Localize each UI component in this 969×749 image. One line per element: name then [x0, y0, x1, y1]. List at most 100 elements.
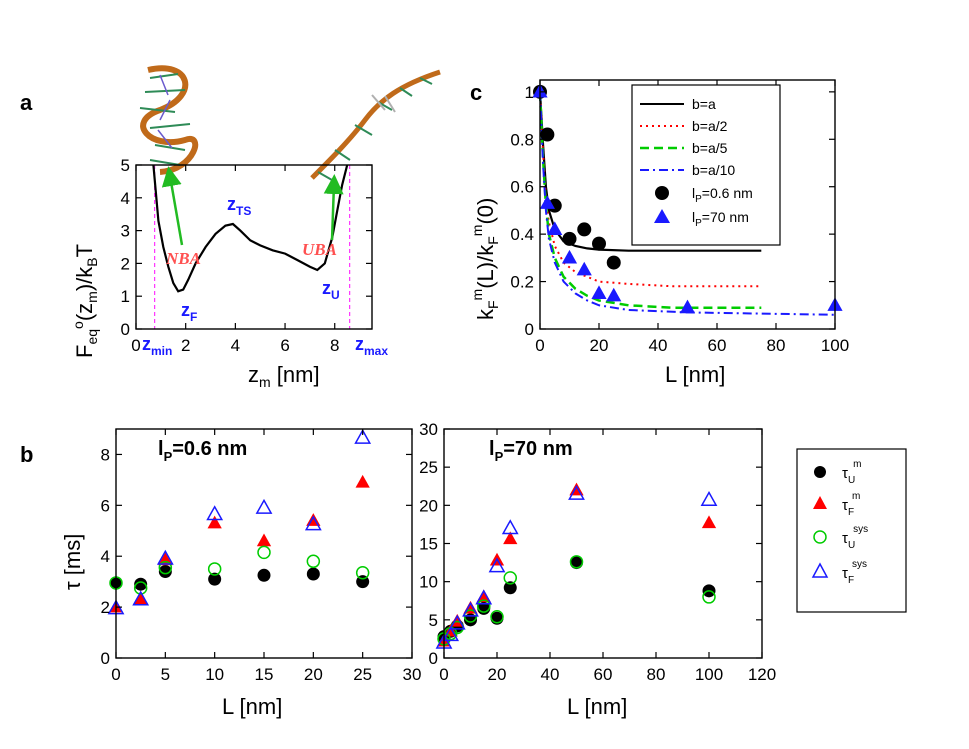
legend-marker-lp06: [655, 186, 669, 200]
b_left-ytick-label: 4: [101, 547, 110, 566]
point-tau-f-sys: [354, 428, 372, 444]
nba-arrow: [161, 166, 184, 246]
b_left-ytick-label: 8: [101, 445, 110, 464]
marker-lp-70: [591, 285, 607, 300]
panel-c: 0 20 40 60 80 100 0 0.2 0.4 0.6 0.8 1 L [nm] kFm(L)…: [469, 79, 849, 387]
legend-marker-tau-u-sys: [813, 530, 827, 544]
panel-c-xtick-label: 40: [649, 336, 668, 355]
b_right-xtick-label: 40: [541, 665, 560, 684]
b_left-ytick-label: 0: [101, 649, 110, 668]
folded-dna-illustration: [139, 65, 199, 175]
uba-label: UBA: [302, 240, 337, 259]
point-tau-f-m: [133, 591, 148, 605]
point-tau-u-sys: [133, 581, 148, 595]
point-tau-f-m: [701, 515, 717, 529]
b_left-xtick-label: 30: [403, 665, 422, 684]
point-tau-f-sys: [462, 601, 479, 617]
panel-b-legend-box: [796, 448, 907, 613]
panel-c-plot: 0 20 40 60 80 100 0 0.2 0.4 0.6 0.8 1: [510, 79, 849, 355]
panel-a-plot: 0 2 4 6 8 0 1 2 3 4 5: [121, 156, 373, 355]
uba-arrow: [323, 174, 344, 241]
panel-b-right-plot: 0 20 40 60 80 100 120 0 5 10 15 20 25 30: [419, 420, 776, 684]
unfolded-dna-illustration: [310, 69, 441, 181]
panel-a-xtick-label: 8: [330, 336, 339, 355]
marker-lp-0.6: [577, 222, 592, 237]
b_right-xtick-label: 0: [439, 665, 448, 684]
point-tau-f-sys: [206, 505, 224, 521]
z-max-label: zmax: [355, 334, 388, 358]
panel-label-a: a: [20, 90, 33, 115]
b_left-xtick-label: 20: [304, 665, 323, 684]
point-tau-f-m: [306, 513, 321, 526]
panel-a-frame: [135, 164, 373, 330]
point-tau-u-m: [503, 581, 517, 595]
b_left-xtick-label: 0: [111, 665, 120, 684]
nba-label: NBA: [165, 249, 201, 268]
legend-marker-lp70: [654, 209, 670, 223]
b_left-ytick-label: 6: [101, 496, 110, 515]
point-tau-u-m: [208, 572, 222, 586]
legend-marker-tau-u-m: [814, 466, 826, 478]
legend-label-lp70: lP=70 nm: [692, 209, 749, 229]
panel-c-ytick-label: 0.4: [510, 225, 534, 244]
panel-b-left: 0 5 10 15 20 25 30 0 2 4 6 8 lP=0.6 nm L [nm] τ [ms…: [60, 428, 422, 719]
point-tau-u-m: [306, 567, 320, 581]
point-tau-f-m: [355, 474, 370, 488]
curve-b-a-5: [538, 91, 762, 309]
panel-a-xtick-label: 0: [131, 336, 140, 355]
point-tau-f-sys: [255, 498, 273, 514]
b_right-ytick-label: 15: [419, 535, 438, 554]
panel-c-xtick-label: 0: [535, 336, 544, 355]
point-tau-u-sys: [158, 560, 173, 575]
panel-a-xtick-label: 6: [280, 336, 289, 355]
point-tau-f-sys: [488, 557, 506, 573]
b_right-ytick-label: 5: [429, 611, 438, 630]
point-tau-u-sys: [569, 555, 584, 569]
b_right-xtick-label: 100: [695, 665, 723, 684]
point-tau-u-sys: [306, 554, 321, 569]
marker-lp-70: [576, 261, 592, 276]
point-tau-u-sys: [257, 545, 271, 560]
panel-c-legend: b=a b=a/2 b=a/5 b=a/10 lP=0.6 nm lP=70 n…: [631, 84, 781, 246]
point-tau-u-m: [257, 568, 271, 582]
marker-lp-0.6: [606, 255, 621, 270]
point-tau-u-sys: [207, 562, 222, 576]
panel-label-c: c: [470, 80, 482, 105]
legend-label-b-a2: b=a/2: [692, 118, 728, 134]
point-tau-f-m: [476, 589, 491, 603]
b_right-xtick-label: 80: [647, 665, 666, 684]
legend-label-b-a5: b=a/5: [692, 140, 728, 156]
panel-a-ytick-label: 4: [121, 189, 130, 208]
point-tau-u-m: [134, 577, 148, 591]
curve-b-a-2: [539, 91, 762, 288]
panel-a-ylabel: Feqo(zm)/kBT: [70, 244, 100, 358]
legend-label-lp06: lP=0.6 nm: [692, 185, 753, 205]
b_right-ytick-label: 10: [419, 573, 438, 592]
legend-marker-tau-f-sys: [811, 562, 829, 578]
z-u-label: zU: [322, 278, 340, 302]
legend-label-tau-f-m: τFm: [842, 491, 860, 518]
b_left-ytick-label: 2: [101, 598, 110, 617]
z-min-label: zmin: [142, 334, 172, 358]
point-tau-u-sys: [490, 610, 504, 624]
z-f-label: zF: [181, 300, 197, 324]
legend-label-b-a: b=a: [692, 96, 716, 112]
point-tau-f-sys: [501, 519, 519, 535]
panel-a-ytick-label: 3: [121, 222, 130, 241]
legend-label-tau-u-sys: τUsys: [842, 524, 868, 551]
point-tau-u-m: [570, 556, 583, 570]
panel-c-frame: [539, 79, 836, 330]
point-tau-f-m: [569, 482, 584, 496]
z-ts-label: zTS: [227, 194, 251, 218]
panel-b-right-xlabel: L [nm]: [567, 694, 627, 719]
panel-c-xtick-label: 60: [708, 336, 727, 355]
marker-lp-70: [679, 299, 696, 314]
point-tau-f-sys: [448, 614, 466, 630]
point-tau-u-sys: [477, 599, 491, 613]
legend-label-tau-u-m: τUm: [842, 459, 862, 486]
marker-lp-70: [561, 249, 578, 264]
point-tau-f-m: [503, 531, 518, 545]
panel-b-right-title: lP=70 nm: [489, 438, 573, 464]
b_right-xtick-label: 60: [594, 665, 613, 684]
